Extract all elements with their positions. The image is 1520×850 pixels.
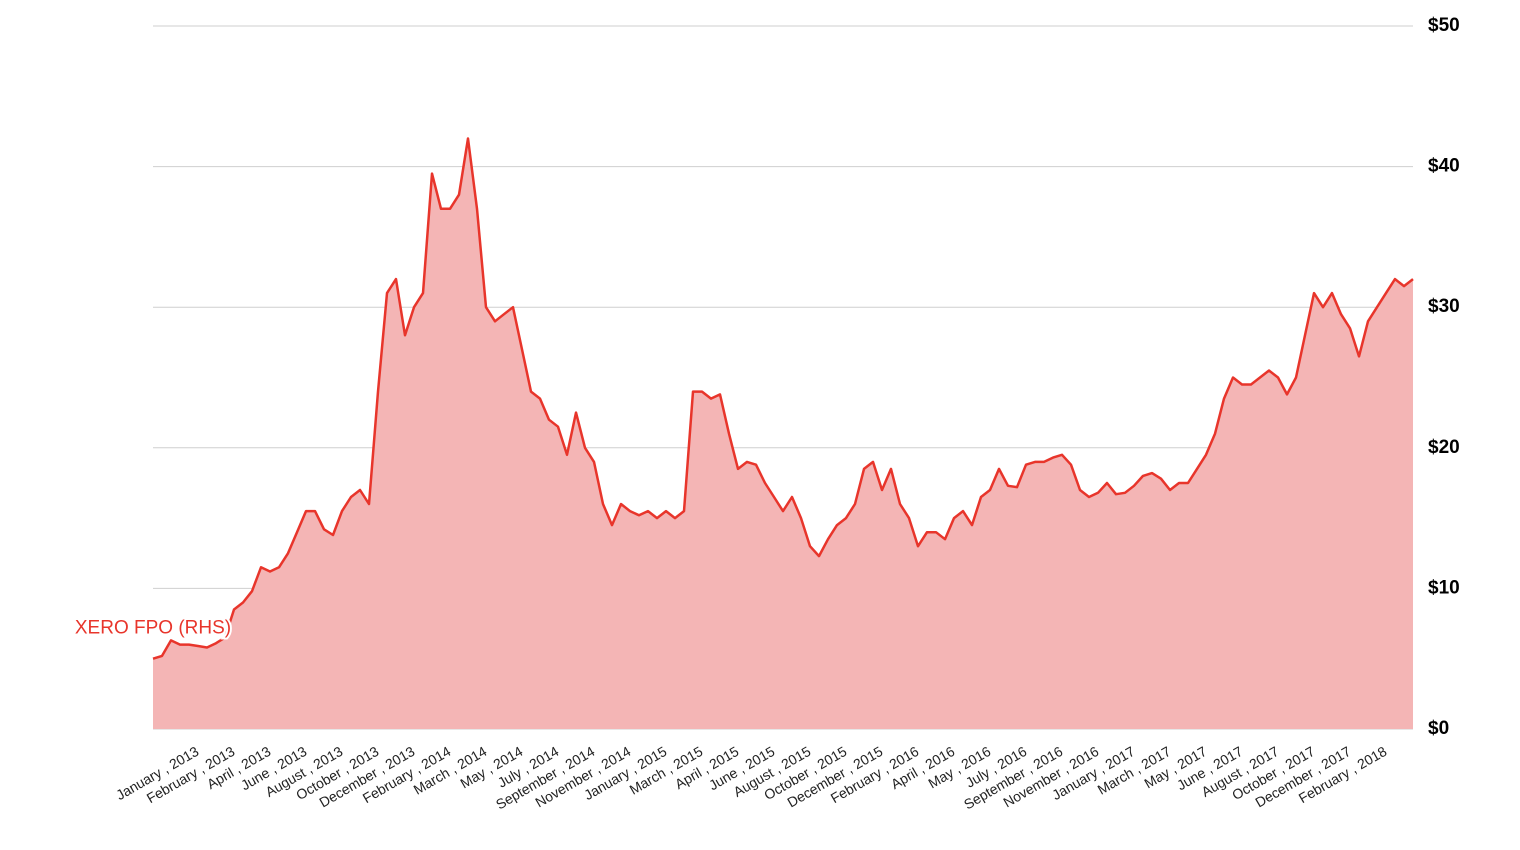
line	[152, 137, 1414, 660]
y-tick-label: $40	[1428, 156, 1460, 177]
y-tick-label: $10	[1428, 577, 1460, 598]
y-tick-label: $30	[1428, 296, 1460, 317]
y-tick-label: $20	[1428, 437, 1460, 458]
y-tick-label: $0	[1428, 718, 1449, 739]
y-tick-label: $50	[1428, 15, 1460, 36]
series-label: XERO FPO (RHS)	[75, 618, 231, 639]
area	[153, 138, 1413, 729]
